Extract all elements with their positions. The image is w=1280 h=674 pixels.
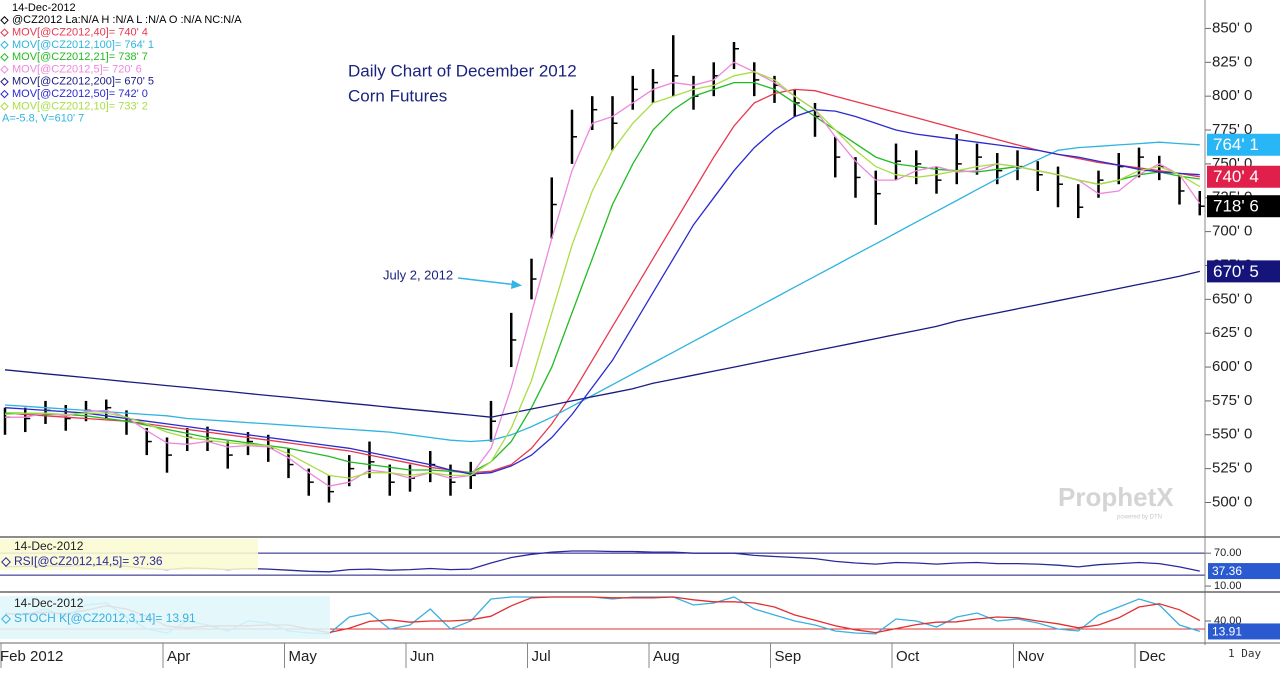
y-tick-label: 800' 0 bbox=[1212, 87, 1252, 104]
watermark-brand: ProphetX bbox=[1058, 482, 1174, 512]
legend-date: 14-Dec-2012 bbox=[14, 596, 84, 610]
period-label: 1 Day bbox=[1228, 647, 1261, 660]
chart-title: Daily Chart of December 2012 bbox=[348, 61, 577, 80]
legend-box bbox=[0, 596, 330, 639]
legend-box bbox=[0, 539, 258, 570]
price-tag-label: 740' 4 bbox=[1213, 167, 1259, 186]
y-tick-label: 550' 0 bbox=[1212, 426, 1252, 443]
annotation-arrow bbox=[457, 277, 519, 286]
y-tick-label: 650' 0 bbox=[1212, 290, 1252, 307]
annotation-arrowhead bbox=[511, 280, 522, 289]
legend-label: MOV[@CZ2012,5]= 720' 6 bbox=[12, 63, 142, 75]
y-tick-label: 575' 0 bbox=[1212, 392, 1252, 409]
value-tag-label: 37.36 bbox=[1212, 564, 1242, 578]
x-tick-label: Sep bbox=[775, 648, 802, 665]
x-tick-label: Feb 2012 bbox=[0, 648, 63, 665]
legend-marker bbox=[0, 40, 9, 50]
legend-label: MOV[@CZ2012,40]= 740' 4 bbox=[12, 27, 148, 39]
x-tick-label: Jul bbox=[532, 648, 551, 665]
y-tick-label: 700' 0 bbox=[1212, 223, 1252, 240]
legend-marker bbox=[0, 28, 9, 37]
price-tag-label: 764' 1 bbox=[1213, 135, 1259, 154]
y-tick-label: 525' 0 bbox=[1212, 460, 1252, 477]
moving-average-line bbox=[4, 71, 1201, 479]
moving-average-line bbox=[4, 109, 1200, 475]
x-tick-label: Jun bbox=[410, 648, 434, 665]
y-tick-label: 70.00 bbox=[1214, 547, 1242, 559]
y-tick-label: 775' 0 bbox=[1212, 121, 1252, 138]
legend-label: RSI[@CZ2012,14,5]= 37.36 bbox=[14, 554, 163, 568]
price-tag-label: 718' 6 bbox=[1213, 197, 1259, 216]
legend-date: 14-Dec-2012 bbox=[14, 539, 84, 553]
y-tick-label: 600' 0 bbox=[1212, 358, 1252, 375]
price-tag bbox=[1207, 195, 1280, 218]
value-tag-label: 13.91 bbox=[1212, 625, 1242, 639]
y-tick-label: 500' 0 bbox=[1212, 493, 1252, 510]
watermark-tagline: powered by DTN bbox=[1117, 515, 1162, 521]
chart-title: Corn Futures bbox=[348, 86, 447, 105]
y-tick-label: 10.00 bbox=[1214, 580, 1242, 592]
moving-average-line bbox=[4, 141, 1200, 443]
x-tick-label: Nov bbox=[1018, 648, 1045, 665]
value-tag bbox=[1208, 623, 1280, 640]
legend-stats: A=-5.8, V=610' 7 bbox=[2, 113, 84, 125]
x-tick-label: Oct bbox=[896, 648, 920, 665]
value-tag bbox=[1208, 563, 1280, 580]
legend-label: @CZ2012 La:N/A H :N/A L :N/A O :N/A NC:N… bbox=[12, 14, 242, 26]
legend-marker bbox=[1, 614, 11, 624]
legend-label: MOV[@CZ2012,10]= 733' 2 bbox=[12, 100, 148, 112]
moving-average-line bbox=[5, 81, 1200, 474]
legend-marker bbox=[0, 77, 9, 87]
legend-label: MOV[@CZ2012,21]= 738' 7 bbox=[12, 51, 148, 63]
legend-label: STOCH K[@CZ2012,3,14]= 13.91 bbox=[14, 611, 196, 625]
x-tick-label: Apr bbox=[167, 648, 190, 665]
annotation: July 2, 2012 bbox=[383, 267, 453, 282]
moving-average-line bbox=[4, 270, 1200, 418]
x-tick-label: Dec bbox=[1139, 648, 1166, 665]
moving-average-line bbox=[4, 88, 1200, 474]
legend-label: MOV[@CZ2012,50]= 742' 0 bbox=[12, 88, 148, 100]
y-tick-label: 850' 0 bbox=[1212, 19, 1252, 36]
y-tick-label: 825' 0 bbox=[1212, 53, 1252, 70]
y-tick-label: 625' 0 bbox=[1212, 324, 1252, 341]
price-tag bbox=[1207, 133, 1280, 156]
price-tag bbox=[1207, 165, 1280, 188]
legend-label: MOV[@CZ2012,100]= 764' 1 bbox=[12, 39, 154, 51]
legend-marker bbox=[0, 52, 9, 62]
legend-marker bbox=[1, 557, 11, 567]
price-tag bbox=[1207, 260, 1280, 283]
legend-marker bbox=[0, 65, 9, 74]
legend-label: MOV[@CZ2012,200]= 670' 5 bbox=[12, 76, 154, 88]
x-tick-label: May bbox=[289, 648, 318, 665]
price-tag-label: 670' 5 bbox=[1213, 262, 1259, 281]
legend-date: 14-Dec-2012 bbox=[12, 2, 76, 14]
legend-marker bbox=[0, 102, 9, 111]
legend-marker bbox=[0, 89, 9, 99]
x-tick-label: Aug bbox=[653, 648, 680, 665]
legend-marker bbox=[0, 16, 9, 25]
